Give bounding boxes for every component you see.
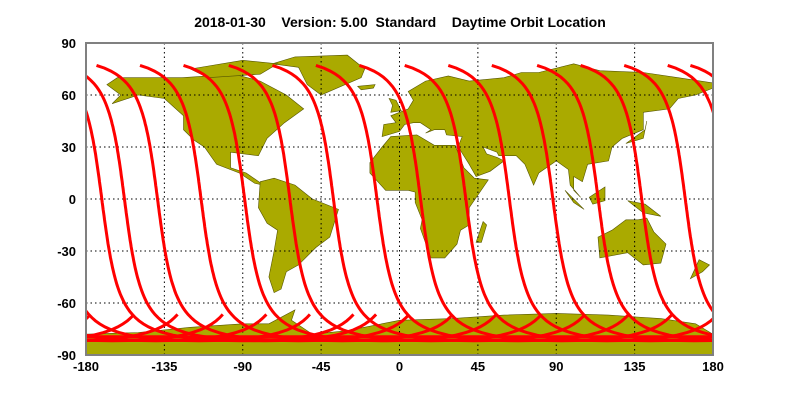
x-tick-label: 45 bbox=[471, 359, 485, 374]
x-tick-label: 135 bbox=[624, 359, 646, 374]
orbit-track bbox=[0, 65, 2, 340]
x-tick-label: -180 bbox=[73, 359, 99, 374]
orbit-track bbox=[271, 63, 587, 343]
chart-title: 2018-01-30 Version: 5.00 Standard Daytim… bbox=[194, 14, 606, 30]
plot-frame bbox=[85, 42, 714, 356]
y-tick-label: 0 bbox=[69, 192, 76, 207]
landmass-eurasia bbox=[381, 63, 713, 198]
y-tick-label: 90 bbox=[62, 36, 76, 51]
orbit-track bbox=[139, 63, 454, 343]
orbit-tracks bbox=[0, 63, 713, 343]
orbit-track bbox=[404, 63, 713, 343]
landmass-madagascar bbox=[475, 220, 487, 243]
orbit-track bbox=[0, 65, 45, 340]
y-tick-label: -30 bbox=[57, 244, 76, 259]
orbit-track bbox=[491, 63, 713, 343]
landmass-new-zealand bbox=[689, 259, 711, 280]
orbit-track bbox=[86, 106, 355, 343]
orbit-track bbox=[667, 63, 713, 117]
orbit-track bbox=[580, 63, 713, 337]
y-tick-label: 30 bbox=[62, 140, 76, 155]
x-tick-label: -135 bbox=[151, 359, 177, 374]
orbit-track bbox=[228, 63, 543, 343]
y-tick-label: 60 bbox=[62, 88, 76, 103]
landmass-iceland bbox=[357, 84, 376, 91]
orbit-track bbox=[447, 63, 713, 343]
x-tick-label: 90 bbox=[549, 359, 563, 374]
orbit-track bbox=[183, 63, 498, 343]
x-tick-label: -90 bbox=[233, 359, 252, 374]
orbit-track bbox=[315, 63, 630, 343]
orbit-track bbox=[536, 63, 713, 342]
orbit-track bbox=[86, 313, 92, 321]
landmass-south-america bbox=[258, 177, 339, 294]
orbit-track bbox=[86, 308, 311, 343]
landmass-sumatra bbox=[564, 190, 585, 210]
x-tick-label: 180 bbox=[702, 359, 724, 374]
x-tick-label: -45 bbox=[312, 359, 331, 374]
y-tick-label: -60 bbox=[57, 296, 76, 311]
landmass-japan bbox=[625, 120, 648, 144]
orbit-track bbox=[623, 63, 713, 314]
x-tick-label: 0 bbox=[396, 359, 403, 374]
orbit-track bbox=[358, 63, 674, 343]
orbit-track bbox=[86, 74, 378, 343]
landmass-greenland bbox=[272, 54, 366, 96]
orbit-track bbox=[96, 63, 411, 343]
orbit-track bbox=[86, 313, 179, 342]
landmass-north-america bbox=[106, 73, 305, 186]
y-tick-label: -90 bbox=[57, 348, 76, 363]
